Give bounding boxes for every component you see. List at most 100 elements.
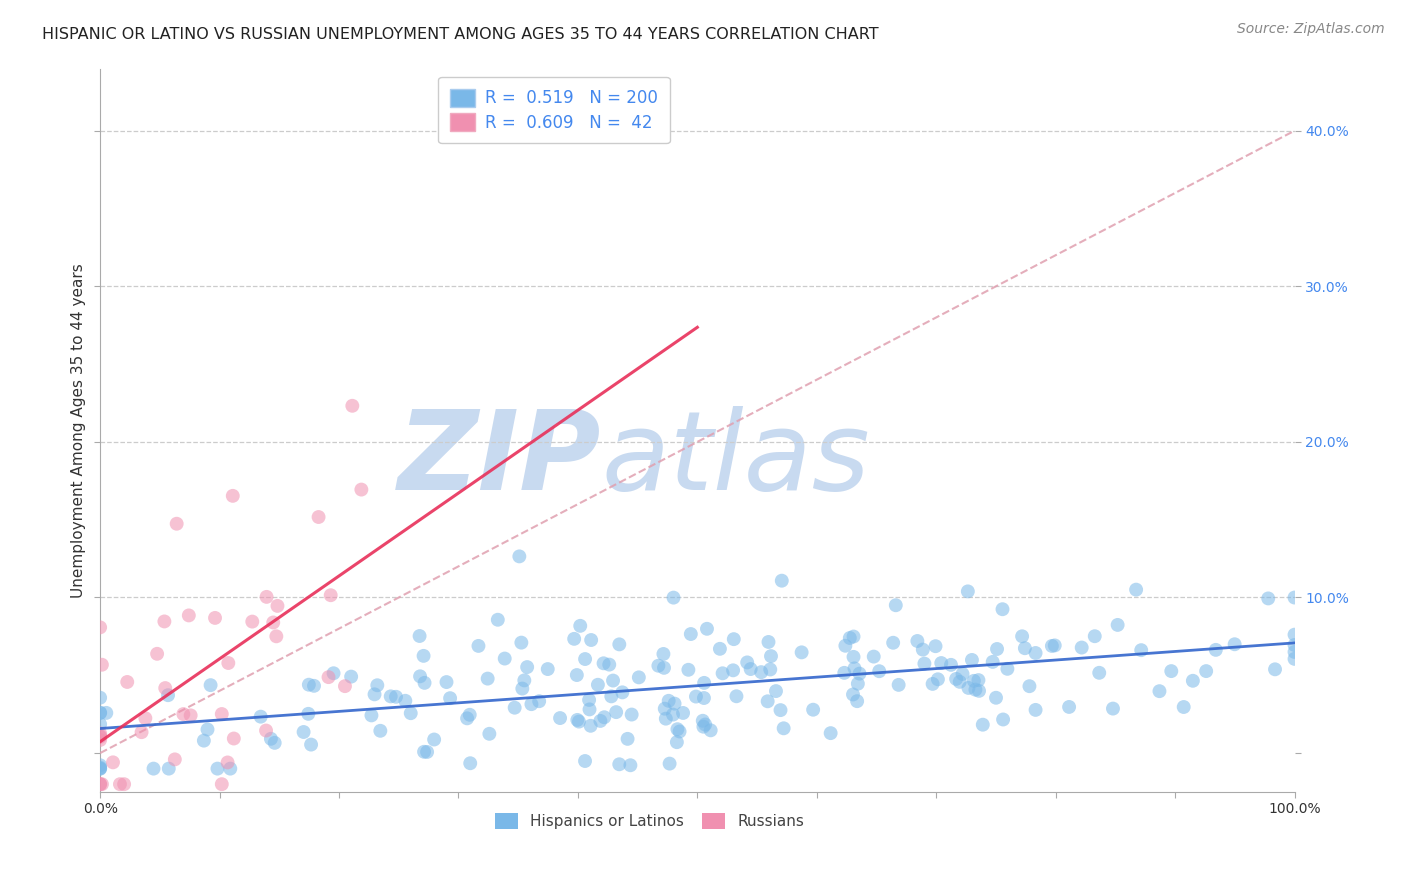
Russians xyxy=(89,777,111,791)
Hispanics or Latinos xyxy=(887,678,910,692)
Hispanics or Latinos xyxy=(537,662,560,676)
Hispanics or Latinos xyxy=(725,690,748,704)
Hispanics or Latinos xyxy=(842,649,865,664)
Hispanics or Latinos xyxy=(666,722,689,736)
Hispanics or Latinos xyxy=(905,634,928,648)
Russians xyxy=(155,681,177,695)
Hispanics or Latinos xyxy=(711,666,734,681)
Hispanics or Latinos xyxy=(652,647,675,661)
Hispanics or Latinos xyxy=(1040,639,1063,653)
Hispanics or Latinos xyxy=(569,619,592,633)
Hispanics or Latinos xyxy=(972,717,994,731)
Russians xyxy=(262,615,284,630)
Hispanics or Latinos xyxy=(197,723,219,737)
Hispanics or Latinos xyxy=(96,706,118,720)
Hispanics or Latinos xyxy=(263,736,285,750)
Russians xyxy=(308,510,330,524)
Hispanics or Latinos xyxy=(756,694,779,708)
Hispanics or Latinos xyxy=(1025,646,1047,660)
Hispanics or Latinos xyxy=(142,762,165,776)
Hispanics or Latinos xyxy=(298,678,321,692)
Russians xyxy=(89,777,111,791)
Hispanics or Latinos xyxy=(654,701,676,715)
Hispanics or Latinos xyxy=(527,694,550,708)
Russians xyxy=(217,656,239,670)
Hispanics or Latinos xyxy=(89,762,111,776)
Hispanics or Latinos xyxy=(801,703,824,717)
Hispanics or Latinos xyxy=(503,700,526,714)
Hispanics or Latinos xyxy=(1284,628,1306,642)
Hispanics or Latinos xyxy=(693,676,716,690)
Hispanics or Latinos xyxy=(1173,700,1195,714)
Hispanics or Latinos xyxy=(721,663,744,677)
Russians xyxy=(256,590,278,604)
Hispanics or Latinos xyxy=(508,549,530,564)
Hispanics or Latinos xyxy=(89,758,111,772)
Hispanics or Latinos xyxy=(458,756,481,771)
Russians xyxy=(266,629,288,643)
Text: atlas: atlas xyxy=(602,406,870,513)
Hispanics or Latinos xyxy=(664,697,686,711)
Hispanics or Latinos xyxy=(1284,638,1306,652)
Hispanics or Latinos xyxy=(1284,652,1306,666)
Hispanics or Latinos xyxy=(219,762,242,776)
Hispanics or Latinos xyxy=(89,706,111,720)
Hispanics or Latinos xyxy=(838,631,860,645)
Hispanics or Latinos xyxy=(1043,639,1066,653)
Hispanics or Latinos xyxy=(1057,700,1080,714)
Hispanics or Latinos xyxy=(984,690,1007,705)
Russians xyxy=(89,730,111,744)
Hispanics or Latinos xyxy=(1205,643,1227,657)
Hispanics or Latinos xyxy=(759,649,782,664)
Russians xyxy=(319,588,342,602)
Hispanics or Latinos xyxy=(957,681,980,695)
Russians xyxy=(266,599,288,613)
Russians xyxy=(134,711,156,725)
Hispanics or Latinos xyxy=(399,706,422,721)
Hispanics or Latinos xyxy=(627,670,650,684)
Hispanics or Latinos xyxy=(884,599,907,613)
Hispanics or Latinos xyxy=(574,652,596,666)
Hispanics or Latinos xyxy=(510,635,533,649)
Hispanics or Latinos xyxy=(200,678,222,692)
Hispanics or Latinos xyxy=(749,665,772,680)
Hispanics or Latinos xyxy=(413,745,436,759)
Hispanics or Latinos xyxy=(574,754,596,768)
Russians xyxy=(89,620,111,634)
Hispanics or Latinos xyxy=(600,690,623,704)
Text: ZIP: ZIP xyxy=(398,406,602,513)
Hispanics or Latinos xyxy=(1284,591,1306,605)
Hispanics or Latinos xyxy=(647,658,669,673)
Hispanics or Latinos xyxy=(619,758,641,772)
Hispanics or Latinos xyxy=(1025,703,1047,717)
Hispanics or Latinos xyxy=(413,676,436,690)
Hispanics or Latinos xyxy=(842,688,865,702)
Hispanics or Latinos xyxy=(360,708,382,723)
Hispanics or Latinos xyxy=(1149,684,1171,698)
Hispanics or Latinos xyxy=(770,574,793,588)
Hispanics or Latinos xyxy=(513,673,536,688)
Hispanics or Latinos xyxy=(967,684,990,698)
Hispanics or Latinos xyxy=(685,690,707,704)
Russians xyxy=(217,756,239,770)
Hispanics or Latinos xyxy=(692,714,714,728)
Russians xyxy=(91,777,114,791)
Hispanics or Latinos xyxy=(602,673,624,688)
Hispanics or Latinos xyxy=(693,691,716,706)
Hispanics or Latinos xyxy=(423,732,446,747)
Hispanics or Latinos xyxy=(882,636,904,650)
Hispanics or Latinos xyxy=(665,735,688,749)
Hispanics or Latinos xyxy=(997,662,1019,676)
Hispanics or Latinos xyxy=(1130,643,1153,657)
Hispanics or Latinos xyxy=(385,690,408,704)
Hispanics or Latinos xyxy=(1011,629,1033,643)
Hispanics or Latinos xyxy=(695,717,717,731)
Hispanics or Latinos xyxy=(579,633,602,648)
Hispanics or Latinos xyxy=(157,762,180,776)
Hispanics or Latinos xyxy=(846,676,869,690)
Hispanics or Latinos xyxy=(945,672,967,686)
Hispanics or Latinos xyxy=(832,665,855,680)
Hispanics or Latinos xyxy=(366,678,388,692)
Hispanics or Latinos xyxy=(662,707,685,722)
Hispanics or Latinos xyxy=(696,622,718,636)
